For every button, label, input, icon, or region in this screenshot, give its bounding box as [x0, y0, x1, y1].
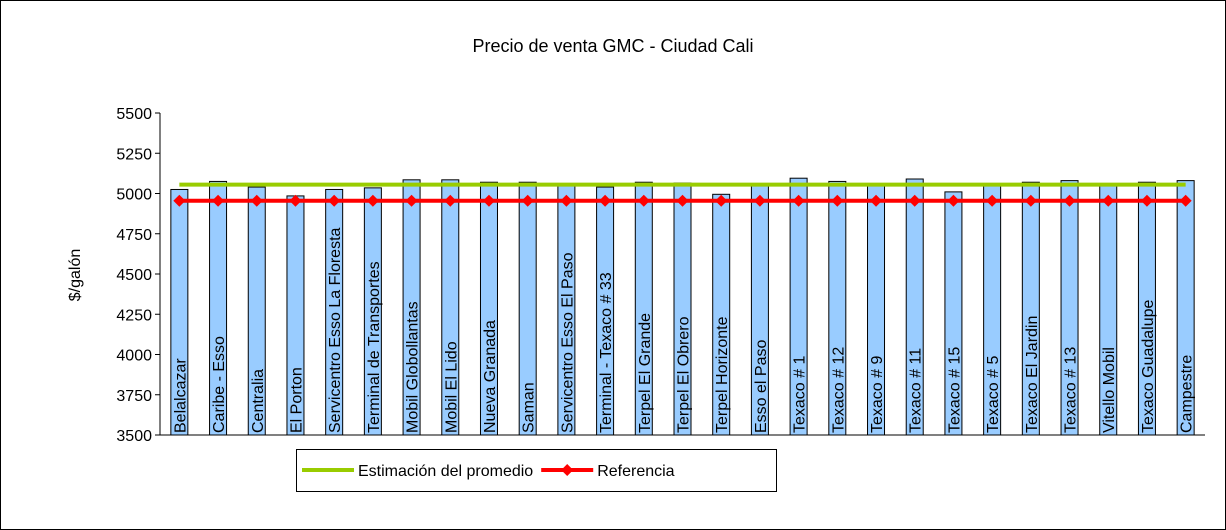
- marker: [599, 194, 612, 207]
- marker: [482, 194, 495, 207]
- x-tick-label: Centralia: [250, 369, 267, 433]
- marker: [405, 194, 418, 207]
- y-tick-label: 4500: [116, 267, 152, 284]
- marker: [1179, 194, 1192, 207]
- y-tick-label: 4250: [116, 307, 152, 324]
- marker: [908, 194, 921, 207]
- x-tick-label: Texaco # 13: [1063, 347, 1080, 433]
- y-tick-label: 3500: [116, 428, 152, 445]
- chart-title: Precio de venta GMC - Ciudad Cali: [472, 36, 753, 56]
- x-tick-label: Servicentro Esso La Floresta: [327, 227, 344, 433]
- marker: [1063, 194, 1076, 207]
- marker: [328, 194, 341, 207]
- legend-marker: [561, 464, 574, 476]
- x-tick-label: Texaco # 11: [908, 348, 925, 433]
- y-tick-label: 4750: [116, 227, 152, 244]
- marker: [637, 194, 650, 207]
- x-tick-label: Caribe - Esso: [211, 336, 228, 433]
- x-tick-label: Texaco Guadalupe: [1140, 299, 1157, 433]
- x-tick-label: Mobil Globollantas: [405, 301, 422, 433]
- x-tick-label: Saman: [521, 382, 538, 433]
- marker: [753, 194, 766, 207]
- x-tick-label: Texaco # 15: [946, 347, 963, 433]
- x-tick-label: Esso el Paso: [753, 340, 770, 433]
- x-tick-label: Texaco # 5: [985, 356, 1002, 433]
- marker: [831, 194, 844, 207]
- x-tick-label: El Porton: [288, 367, 305, 433]
- x-tick-label: Terminal - Texaco # 33: [598, 272, 615, 433]
- x-tick-label: Terpel Horizonte: [714, 316, 731, 433]
- marker: [986, 194, 999, 207]
- marker: [289, 194, 302, 207]
- marker: [444, 194, 457, 207]
- x-tick-label: Texaco # 1: [792, 356, 809, 433]
- marker: [947, 194, 960, 207]
- y-tick-label: 5500: [116, 106, 152, 123]
- x-tick-label: Belalcazar: [172, 358, 189, 433]
- x-tick-label: Texaco # 12: [830, 347, 847, 433]
- marker: [1024, 194, 1037, 207]
- y-tick-label: 5250: [116, 146, 152, 163]
- x-tick-label: Terpel El Obrero: [676, 316, 693, 433]
- x-tick-label: Nueva Granada: [482, 320, 499, 433]
- y-tick-label: 5000: [116, 187, 152, 204]
- x-tick-label: Terpel El Grande: [637, 313, 654, 433]
- legend-label: Estimación del promedio: [358, 463, 533, 480]
- marker: [715, 194, 728, 207]
- marker: [250, 194, 263, 207]
- marker: [1102, 194, 1115, 207]
- legend-box: [296, 449, 777, 492]
- x-tick-label: Mobil El Lido: [443, 341, 460, 433]
- marker: [870, 194, 883, 207]
- marker: [792, 194, 805, 207]
- x-tick-label: Texaco # 9: [869, 356, 886, 433]
- y-tick-label: 4000: [116, 348, 152, 365]
- y-axis-label: $/galón: [67, 249, 84, 302]
- marker: [1140, 194, 1153, 207]
- x-tick-label: Servicentro Esso El Paso: [559, 252, 576, 433]
- y-tick-label: 3750: [116, 388, 152, 405]
- x-tick-label: Texaco El Jardin: [1024, 316, 1041, 433]
- marker: [366, 194, 379, 207]
- x-tick-label: Terminal de Transportes: [366, 261, 383, 433]
- marker: [173, 194, 186, 207]
- legend-label: Referencia: [597, 463, 674, 480]
- marker: [676, 194, 689, 207]
- marker: [212, 194, 225, 207]
- marker: [521, 194, 534, 207]
- x-tick-label: Vitello Mobil: [1101, 347, 1118, 433]
- marker: [560, 194, 573, 207]
- x-tick-label: Campestre: [1179, 355, 1196, 433]
